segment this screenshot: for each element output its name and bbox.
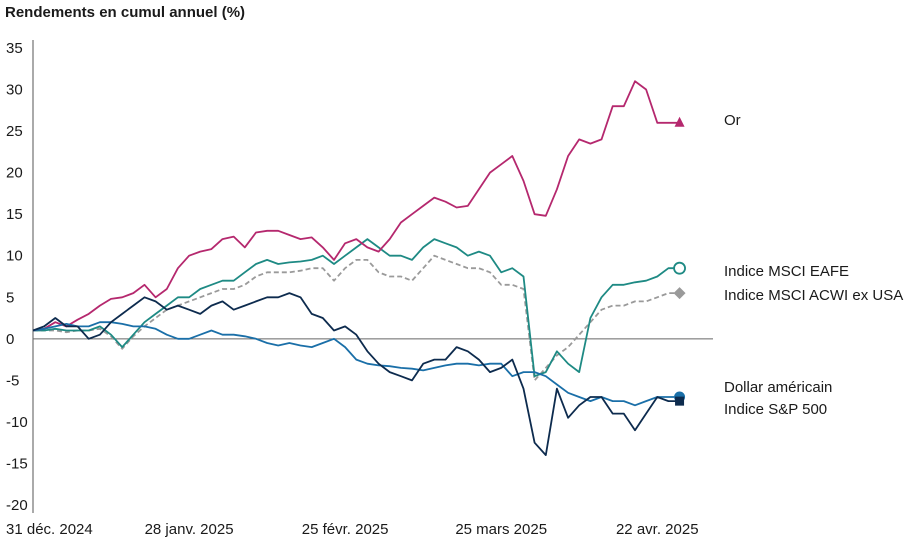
y-tick-label: 0: [6, 331, 14, 348]
legend-label: Or: [724, 112, 741, 129]
series-line-0: [32, 80, 680, 332]
y-tick-label: 10: [6, 248, 23, 265]
marker-open-circle: [673, 261, 686, 275]
series-line-4: [32, 292, 680, 457]
legend: Or Indice MSCI EAFE Indice MSCI ACWI ex US…: [724, 112, 903, 418]
series-end-markers: [673, 116, 686, 406]
y-tick-label: -5: [6, 372, 19, 389]
y-tick-label: 25: [6, 123, 23, 140]
y-tick-label: 15: [6, 206, 23, 223]
axes: 35 30 25 20 15 10 5 0 -5 -10 -15 -20 31 déc. 2024 28 …: [6, 40, 713, 538]
series-line-2: [33, 254, 680, 382]
marker-diamond: [673, 287, 686, 300]
x-tick-label: 22 avr. 2025: [616, 521, 699, 538]
marker-triangle: [674, 116, 685, 127]
marker-filled-square: [675, 396, 685, 406]
x-tick-label: 25 mars 2025: [455, 521, 547, 538]
chart-title: Rendements en cumul annuel (%): [5, 4, 245, 21]
series-line-3: [32, 321, 680, 407]
y-tick-label: -15: [6, 455, 28, 472]
legend-label: Indice MSCI ACWI ex USA: [724, 287, 903, 304]
x-tick-label: 25 févr. 2025: [302, 521, 389, 538]
legend-label: Indice MSCI EAFE: [724, 263, 849, 280]
y-tick-label: -20: [6, 497, 28, 514]
x-tick-label: 31 déc. 2024: [6, 521, 93, 538]
y-tick-label: 20: [6, 165, 23, 182]
y-tick-label: 5: [6, 289, 14, 306]
legend-label: Indice S&P 500: [724, 401, 827, 418]
legend-label: Dollar américain: [724, 379, 832, 396]
y-tick-label: -10: [6, 414, 28, 431]
series-lines: [32, 80, 680, 457]
x-tick-label: 28 janv. 2025: [145, 521, 234, 538]
y-tick-label: 35: [6, 40, 23, 57]
y-tick-label: 30: [6, 82, 23, 99]
